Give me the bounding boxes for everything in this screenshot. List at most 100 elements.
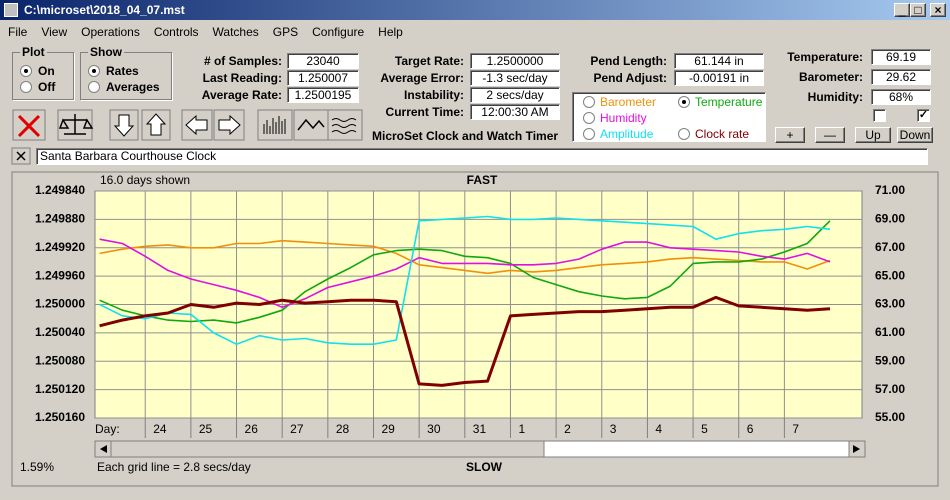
y2-tick-label: 65.00 [875,268,905,282]
menu-item[interactable]: Watches [212,25,259,39]
selector-label[interactable]: Amplitude [600,127,654,141]
y-tick-label: 1.250080 [35,353,85,367]
down-button[interactable] [109,109,139,141]
radio-label[interactable]: Averages [106,80,160,94]
radio-button[interactable] [20,65,32,77]
field-value: 1.250007 [287,70,359,86]
field-value: -1.3 sec/day [470,70,560,86]
x-tick-label: 3 [610,422,617,436]
y-tick-label: 1.249840 [35,183,85,197]
percent: 1.59% [20,460,54,474]
group-title: Show [88,45,124,59]
selector-label[interactable]: Barometer [600,95,657,109]
note-field[interactable]: Santa Barbara Courthouse Clock [36,148,928,165]
x-tick-label: 27 [290,422,304,436]
x-tick-label: 24 [153,422,167,436]
radio-label[interactable]: Rates [106,64,139,78]
y2-tick-label: 71.00 [875,183,905,197]
radio-button[interactable] [583,112,595,124]
radio-button[interactable] [678,96,690,108]
field-value: 1.2500000 [470,53,560,69]
series-line [99,238,831,309]
selector-label[interactable]: Humidity [600,111,647,125]
y-tick-label: 1.249960 [35,268,85,282]
x-tick-label: 6 [747,422,754,436]
group-box [80,52,172,100]
x-tick-label: 4 [655,422,662,436]
button[interactable]: + [775,127,805,143]
menu-item[interactable]: File [8,25,28,39]
x-tick-label: 30 [427,422,441,436]
x-tick-label: 5 [701,422,708,436]
button[interactable]: — [815,127,845,143]
x-tick-label: 29 [381,422,395,436]
radio-label[interactable]: Off [38,80,56,94]
radio-dot [24,69,28,73]
toolbar [11,109,363,165]
left-button[interactable] [181,109,213,141]
menu-item[interactable]: Help [378,25,403,39]
plot-selector [572,92,766,142]
maximize-button[interactable]: □ [910,3,926,17]
radio-button[interactable] [88,65,100,77]
y-tick-label: 1.250040 [35,325,85,339]
y2-tick-label: 63.00 [875,297,905,311]
days-shown: 16.0 days shown [100,173,190,187]
window-title: C:\microset\2018_04_07.mst [24,3,185,17]
radio-button[interactable] [20,81,32,93]
field-value: 12:00:30 AM [470,104,560,120]
series-line [99,239,831,275]
field-value: 68% [871,89,931,105]
y2-tick-label: 67.00 [875,240,905,254]
radio-button[interactable] [583,128,595,140]
clear-button[interactable] [12,109,46,141]
field-value: 2 secs/day [470,87,560,103]
balance-button[interactable] [57,109,94,141]
day-label: Day: [95,422,120,436]
selector-label[interactable]: Clock rate [695,127,750,141]
series-line [99,215,831,345]
button[interactable]: Up [855,127,891,143]
slow-label: SLOW [466,460,503,474]
field-label: Current Time: [385,105,464,119]
checkbox[interactable]: ✓ [917,109,930,122]
radio-dot [92,69,96,73]
menu-item[interactable]: GPS [272,25,299,39]
field-label: Target Rate: [394,54,464,68]
radio-button[interactable] [88,81,100,93]
title-bar: C:\microset\2018_04_07.mst _ □ × [0,0,950,20]
minimize-button[interactable]: _ [894,3,910,17]
selector-label[interactable]: Temperature [695,95,763,109]
note-close-button[interactable] [11,147,31,165]
menu-item[interactable]: Configure [312,25,365,39]
series-line [99,220,831,324]
x-tick-label: 7 [792,422,799,436]
field-label: Instability: [403,88,464,102]
app-icon [4,3,18,17]
radio-button[interactable] [678,128,690,140]
menu-item[interactable]: Controls [153,25,199,39]
button[interactable]: Down [897,127,933,143]
bars-button[interactable] [257,109,293,141]
radio-button[interactable] [583,96,595,108]
radio-label[interactable]: On [38,64,55,78]
field-value: 1.2500195 [287,87,359,103]
right-button[interactable] [213,109,245,141]
y-tick-label: 1.250120 [35,382,85,396]
y2-tick-label: 69.00 [875,212,905,226]
waves-button[interactable] [327,109,363,141]
footnote: Each grid line = 2.8 secs/day [97,460,251,474]
up-button[interactable] [141,109,171,141]
menu-item[interactable]: View [41,25,68,39]
close-button[interactable]: × [930,3,946,17]
field-label: Average Rate: [201,88,282,102]
scroll-thumb[interactable] [110,440,545,458]
y2-tick-label: 55.00 [875,410,905,424]
y-tick-label: 1.249880 [35,212,85,226]
field-label: Pend Adjust: [593,71,667,85]
checkbox[interactable] [873,109,886,122]
fast-label: FAST [467,173,498,187]
menu-item[interactable]: Operations [81,25,140,39]
y2-tick-label: 59.00 [875,353,905,367]
